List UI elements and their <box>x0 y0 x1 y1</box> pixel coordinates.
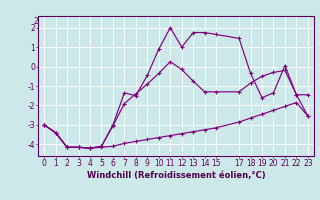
X-axis label: Windchill (Refroidissement éolien,°C): Windchill (Refroidissement éolien,°C) <box>87 171 265 180</box>
Text: 2: 2 <box>34 17 38 26</box>
